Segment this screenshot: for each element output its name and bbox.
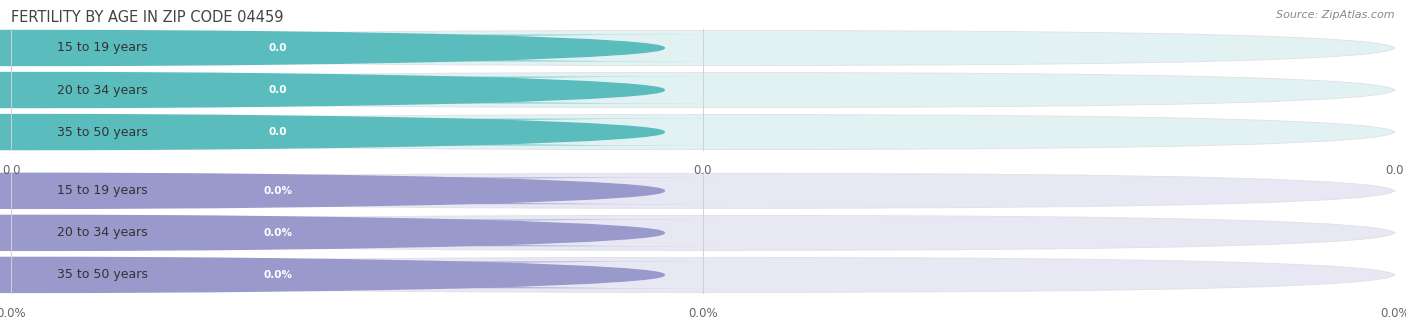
FancyBboxPatch shape [0,219,724,246]
FancyBboxPatch shape [0,177,724,204]
Text: 0.0%: 0.0% [263,186,292,196]
FancyBboxPatch shape [11,72,1395,108]
Text: 0.0: 0.0 [269,85,287,95]
FancyBboxPatch shape [11,258,1395,292]
FancyBboxPatch shape [11,115,1395,150]
Text: 0.0%: 0.0% [263,270,292,280]
Text: 0.0%: 0.0% [1379,307,1406,320]
FancyBboxPatch shape [0,35,724,61]
FancyBboxPatch shape [0,77,724,103]
FancyBboxPatch shape [0,261,724,288]
Text: 20 to 34 years: 20 to 34 years [56,226,148,239]
Text: 0.0: 0.0 [1385,165,1405,177]
FancyBboxPatch shape [11,30,1395,66]
Text: 15 to 19 years: 15 to 19 years [56,41,148,55]
Text: 0.0: 0.0 [693,165,713,177]
FancyBboxPatch shape [0,119,724,145]
Circle shape [0,215,664,250]
FancyBboxPatch shape [11,173,1395,208]
Text: 35 to 50 years: 35 to 50 years [56,125,148,139]
Circle shape [0,173,664,208]
Circle shape [0,115,664,150]
Circle shape [0,30,664,66]
Text: 0.0%: 0.0% [688,307,718,320]
Text: FERTILITY BY AGE IN ZIP CODE 04459: FERTILITY BY AGE IN ZIP CODE 04459 [11,10,284,25]
Text: 0.0%: 0.0% [263,228,292,238]
Text: 0.0: 0.0 [269,43,287,53]
Text: 35 to 50 years: 35 to 50 years [56,268,148,281]
Circle shape [0,258,664,292]
Text: 0.0: 0.0 [1,165,21,177]
Text: 0.0: 0.0 [269,127,287,137]
Text: 0.0%: 0.0% [0,307,27,320]
Text: Source: ZipAtlas.com: Source: ZipAtlas.com [1277,10,1395,20]
Circle shape [0,72,664,108]
Text: 20 to 34 years: 20 to 34 years [56,83,148,97]
Text: 15 to 19 years: 15 to 19 years [56,184,148,197]
FancyBboxPatch shape [11,215,1395,250]
